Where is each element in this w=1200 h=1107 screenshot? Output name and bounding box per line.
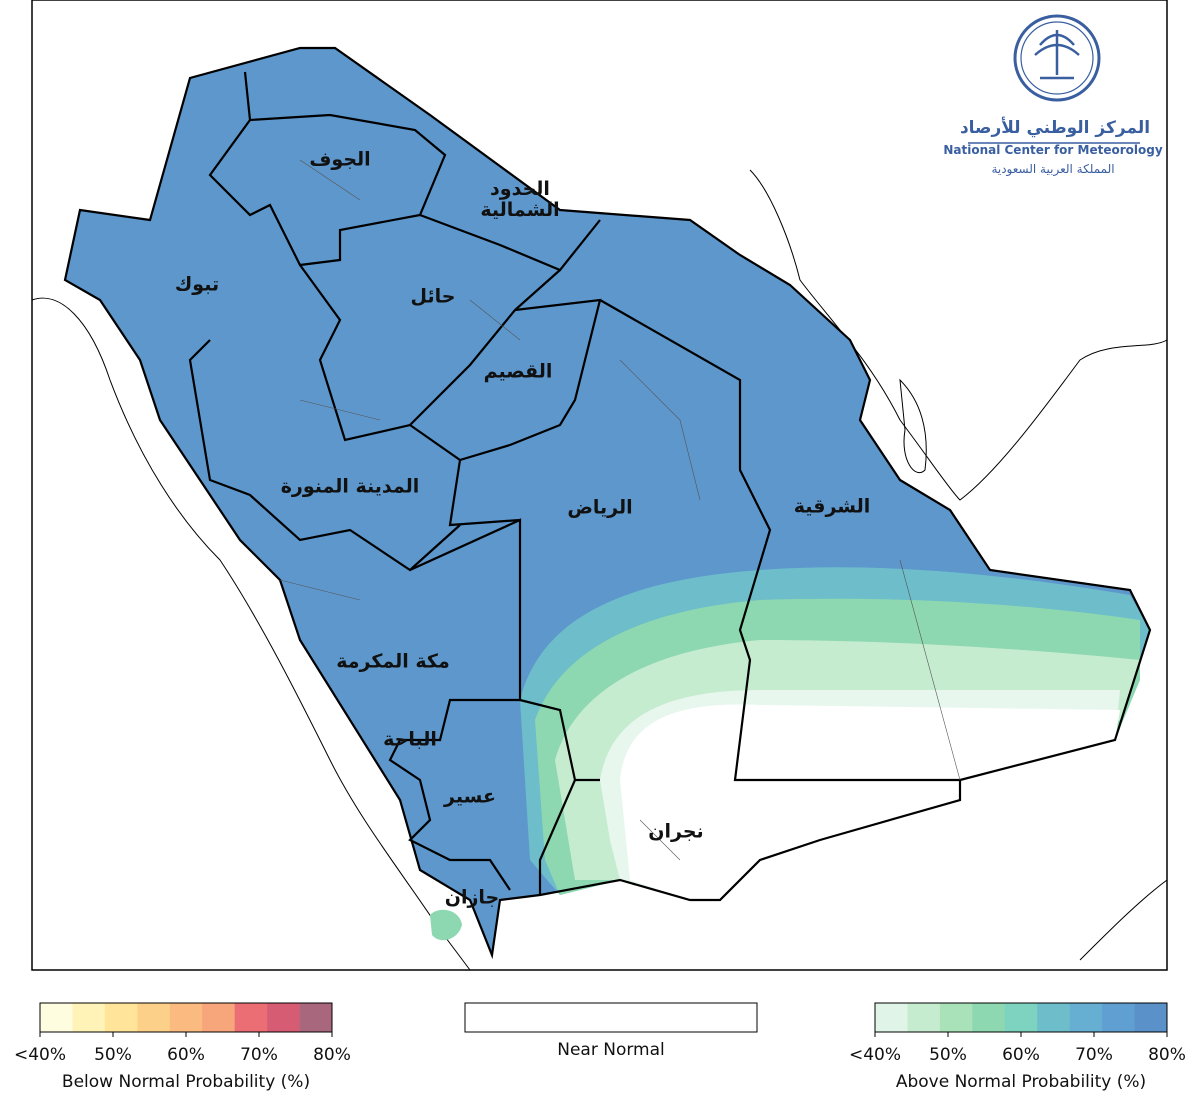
colorbar-bin	[267, 1003, 300, 1032]
region-label: حائل	[410, 285, 456, 308]
colorbar-bin	[939, 1003, 973, 1032]
logo-emblem	[968, 14, 1140, 144]
legend: Near Normal <40% 50% 60% 70% 80%Below Normal…	[14, 1002, 1186, 1092]
colorbar-tick-label: 50%	[929, 1045, 967, 1065]
colorbar-tick-label: <40%	[14, 1045, 66, 1065]
near-normal-title: Near Normal	[557, 1040, 665, 1060]
region-label: الرياض	[567, 496, 633, 519]
colorbar-tick-label: 70%	[1075, 1045, 1113, 1065]
colorbar-tick-label: 80%	[313, 1045, 351, 1065]
colorbar-tick-label: <40%	[849, 1045, 901, 1065]
colorbar-bin	[104, 1003, 138, 1032]
colorbar-title: Below Normal Probability (%)	[62, 1072, 310, 1092]
near-normal-box	[464, 1002, 758, 1033]
governorate-borders	[279, 159, 961, 861]
colorbar-bin	[169, 1003, 203, 1032]
colorbar-tick-label: 50%	[94, 1045, 132, 1065]
colorbar-tick-label: 60%	[1002, 1045, 1040, 1065]
colorbar-bin	[1037, 1003, 1070, 1032]
colorbar-bin	[234, 1003, 268, 1032]
logo-english: National Center for Meteorology	[943, 143, 1163, 157]
region-label: المدينة المنورة	[280, 475, 420, 498]
colorbar-bin	[299, 1003, 333, 1032]
coastlines	[31, 169, 1168, 971]
near-normal-area	[620, 704, 1120, 900]
region-label: مكة المكرمة	[336, 650, 450, 673]
colorbar-bin	[202, 1003, 235, 1032]
logo-arabic: المركز الوطني للأرصاد	[959, 118, 1151, 138]
colorbar-bin	[72, 1003, 106, 1032]
region-label: عسير	[444, 785, 496, 808]
colorbar-bin	[972, 1003, 1006, 1032]
island	[430, 909, 462, 941]
colorbar-bin	[907, 1003, 941, 1032]
colorbar-title: Above Normal Probability (%)	[896, 1072, 1146, 1092]
region-label: الباحة	[383, 728, 437, 751]
colorbar-bin	[875, 1003, 908, 1032]
colorbar-bin	[40, 1003, 73, 1032]
colorbar-tick-label: 60%	[167, 1045, 205, 1065]
colorbar-bin	[1102, 1003, 1135, 1032]
colorbar-bin	[1004, 1003, 1038, 1032]
region-borders	[63, 46, 1152, 960]
region-label: الشرقية	[793, 495, 871, 518]
region-label: القصيم	[483, 360, 553, 383]
colorbar-bin	[1069, 1003, 1103, 1032]
colorbar-bin	[1134, 1003, 1168, 1032]
logo-kingdom: المملكة العربية السعودية	[991, 162, 1115, 176]
region-label: الجوف	[309, 148, 371, 171]
region-label: نجران	[648, 820, 704, 843]
colorbar-tick-label: 70%	[240, 1045, 278, 1065]
region-label: جازان	[444, 886, 500, 909]
colorbar-tick-label: 80%	[1148, 1045, 1186, 1065]
region-label: تبوك	[174, 273, 220, 296]
colorbar-bin	[137, 1003, 171, 1032]
region-label: الحدود الشمالية	[480, 178, 560, 221]
